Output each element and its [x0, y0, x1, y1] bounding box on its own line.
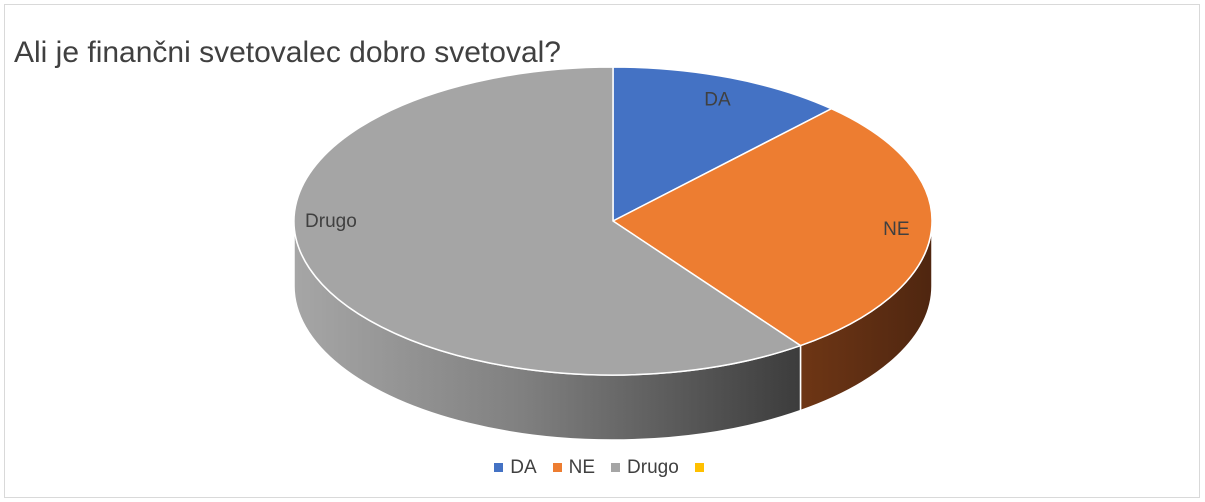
legend: DA NE Drugo	[0, 456, 1205, 479]
pie-slices	[293, 66, 933, 376]
pie-data-labels: DA NE Drugo	[305, 89, 909, 240]
legend-swatch-empty	[694, 463, 704, 472]
data-label-drugo: Drugo	[305, 211, 357, 232]
legend-label-da: DA	[510, 456, 537, 478]
pie-slice-drugo	[293, 66, 803, 376]
legend-label-ne: NE	[568, 456, 596, 478]
pie-slice-ne	[611, 107, 933, 347]
data-label-da: DA	[704, 89, 731, 110]
data-label-ne: NE	[883, 219, 909, 240]
legend-item-drugo: Drugo	[611, 457, 679, 479]
legend-item-da: DA	[494, 456, 537, 479]
legend-swatch-ne	[552, 463, 562, 472]
legend-swatch-da	[494, 463, 504, 472]
legend-label-drugo: Drugo	[627, 456, 679, 478]
legend-item-empty	[694, 463, 711, 472]
chart-title: Ali je finančni svetovalec dobro svetova…	[14, 36, 561, 69]
legend-item-ne: NE	[552, 456, 596, 479]
legend-swatch-drugo	[611, 463, 621, 472]
pie-slice-da	[612, 66, 834, 223]
